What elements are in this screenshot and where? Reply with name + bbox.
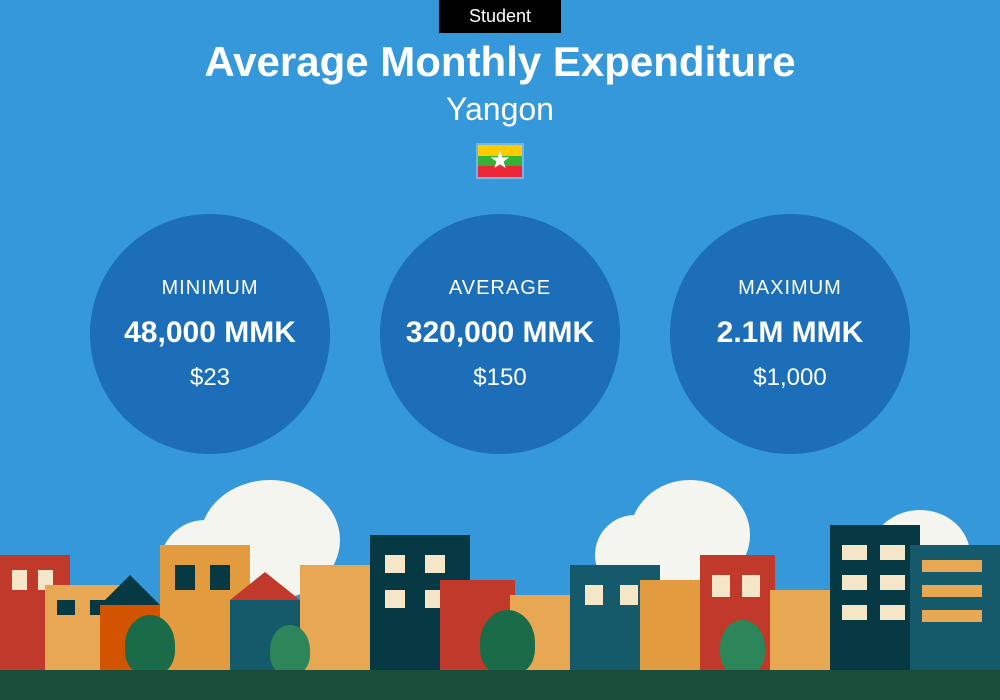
tree-icon <box>480 610 535 675</box>
category-badge: Student <box>439 0 561 33</box>
page-title: Average Monthly Expenditure <box>0 38 1000 86</box>
stats-row: MINIMUM 48,000 MMK $23 AVERAGE 320,000 M… <box>0 214 1000 454</box>
city-name: Yangon <box>0 91 1000 128</box>
stat-circle-average: AVERAGE 320,000 MMK $150 <box>380 214 620 454</box>
building-icon <box>300 565 380 675</box>
stat-circle-maximum: MAXIMUM 2.1M MMK $1,000 <box>670 214 910 454</box>
building-icon <box>830 525 920 675</box>
country-flag-icon: ★ <box>476 143 524 179</box>
stat-value: 2.1M MMK <box>717 316 864 350</box>
stat-value: 320,000 MMK <box>406 316 594 350</box>
flag-star-icon: ★ <box>489 149 511 173</box>
tree-icon <box>270 625 310 675</box>
stat-label: AVERAGE <box>449 277 551 300</box>
stat-usd: $1,000 <box>753 364 826 392</box>
stat-circle-minimum: MINIMUM 48,000 MMK $23 <box>90 214 330 454</box>
building-icon <box>910 545 1000 675</box>
stat-label: MINIMUM <box>162 277 259 300</box>
ground <box>0 670 1000 700</box>
stat-value: 48,000 MMK <box>124 316 296 350</box>
stat-usd: $23 <box>190 364 230 392</box>
tree-icon <box>720 620 765 675</box>
stat-usd: $150 <box>473 364 526 392</box>
stat-label: MAXIMUM <box>738 277 842 300</box>
cityscape-illustration <box>0 480 1000 700</box>
tree-icon <box>125 615 175 675</box>
